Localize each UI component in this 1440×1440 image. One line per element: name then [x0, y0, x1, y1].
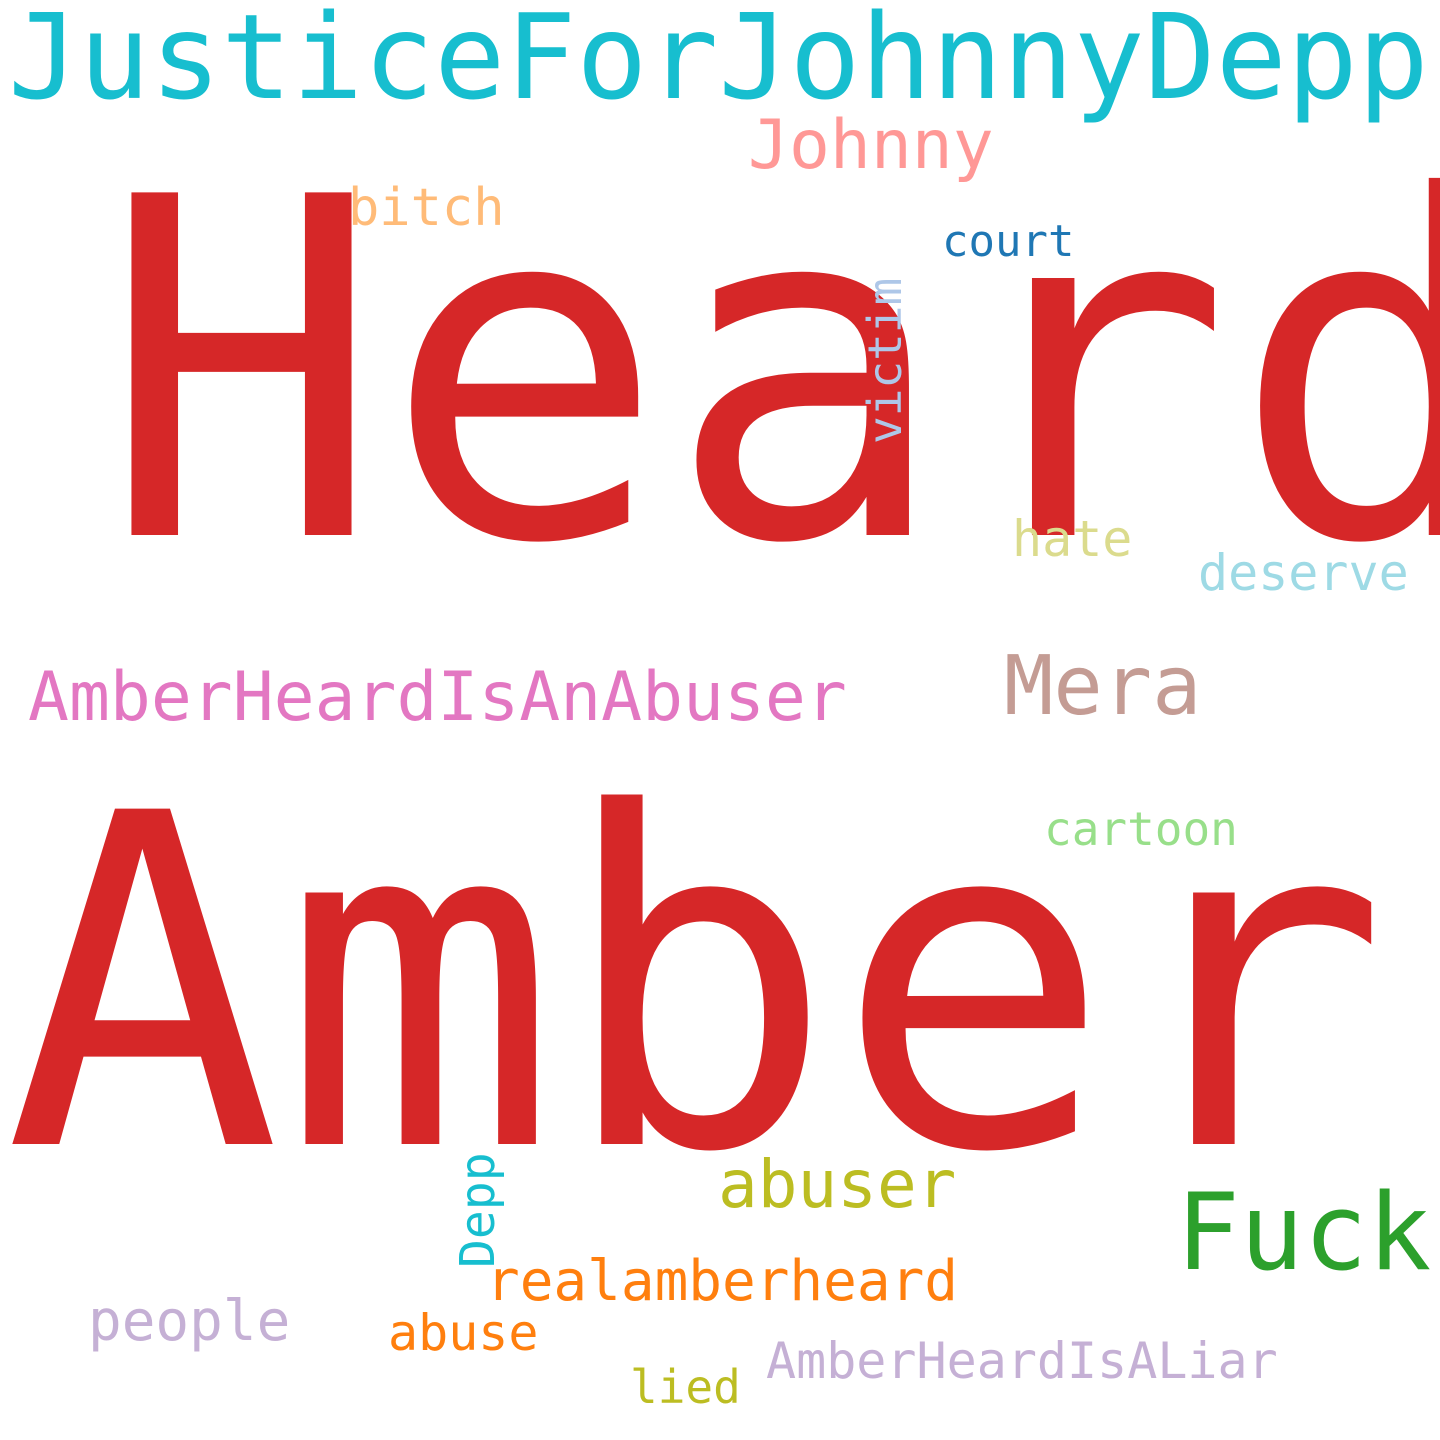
word-abuser: abuser: [718, 1146, 957, 1223]
word-cartoon: cartoon: [1044, 802, 1238, 856]
word-fuck: Fuck: [1176, 1171, 1432, 1294]
word-lied: lied: [630, 1360, 741, 1414]
word-heard: Heard: [100, 99, 1440, 646]
word-deserve: deserve: [1198, 544, 1409, 602]
word-abuse: abuse: [388, 1304, 539, 1362]
word-amber: Amber: [4, 718, 1389, 1253]
word-amber-heard-is-a-liar: AmberHeardIsALiar: [766, 1332, 1278, 1390]
word-justice-for-johnny-depp: JusticeForJohnnyDepp: [8, 0, 1429, 126]
word-victim: victim: [858, 277, 912, 444]
word-mera: Mera: [1004, 639, 1202, 734]
word-people: people: [88, 1289, 291, 1354]
word-bitch: bitch: [348, 178, 505, 238]
word-realamberheard: realamberheard: [486, 1249, 959, 1314]
word-amber-heard-is-an-abuser: AmberHeardIsAnAbuser: [28, 658, 847, 737]
word-hate: hate: [1012, 510, 1133, 568]
word-johnny: Johnny: [748, 106, 994, 185]
word-court: court: [942, 216, 1075, 267]
